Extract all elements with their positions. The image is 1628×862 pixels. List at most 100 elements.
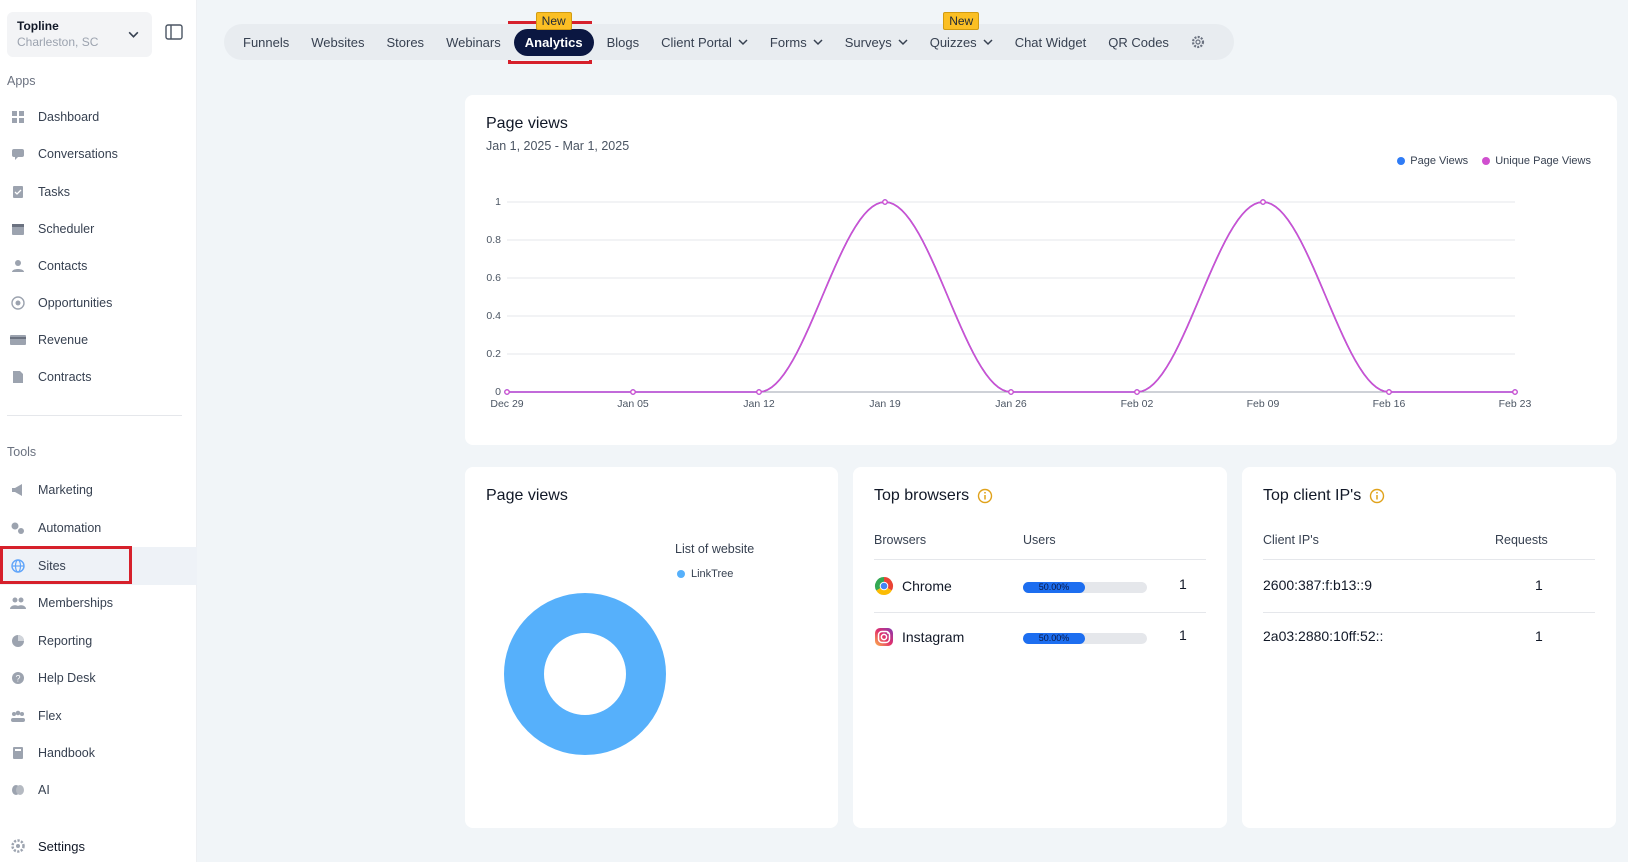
sidebar-divider <box>7 415 182 416</box>
data-point-unique-page-views[interactable] <box>1512 389 1518 395</box>
tab-webinars[interactable]: Webinars <box>446 34 501 50</box>
sidebar-item-marketing[interactable]: Marketing <box>0 471 197 509</box>
browser-name: Instagram <box>874 627 964 647</box>
sidebar-item-flex[interactable]: Flex <box>0 697 197 735</box>
row-divider <box>1263 559 1595 560</box>
sidebar-item-conversations[interactable]: Conversations <box>0 135 197 173</box>
gear-icon <box>1191 35 1205 49</box>
data-point-unique-page-views[interactable] <box>630 389 636 395</box>
data-point-unique-page-views[interactable] <box>1008 389 1014 395</box>
client-ip: 2a03:2880:10ff:52:: <box>1263 628 1384 644</box>
sidebar-item-contacts[interactable]: Contacts <box>0 247 197 285</box>
sidebar-item-reporting[interactable]: Reporting <box>0 622 197 660</box>
sidebar-toggle-icon[interactable] <box>165 24 183 40</box>
donut-legend-item[interactable]: LinkTree <box>677 568 733 580</box>
pie-icon <box>10 633 26 649</box>
tab-blogs[interactable]: Blogs <box>606 34 640 50</box>
new-badge: New <box>943 11 980 30</box>
col-header-browsers: Browsers <box>874 533 927 547</box>
series-line-unique-page-views <box>507 201 1515 393</box>
sidebar-item-label: Scheduler <box>38 222 95 236</box>
sidebar-item-dashboard[interactable]: Dashboard <box>0 98 197 136</box>
globe-icon <box>10 558 26 574</box>
x-tick-label: Jan 05 <box>617 398 649 410</box>
x-tick-label: Jan 26 <box>995 398 1027 410</box>
data-point-unique-page-views[interactable] <box>1260 199 1266 205</box>
sidebar-item-label: Settings <box>38 838 85 854</box>
usage-bar-fill: 50.00% <box>1023 633 1085 644</box>
sidebar-item-label: Contacts <box>38 259 88 273</box>
chevron-down-icon <box>738 39 748 46</box>
sidebar-item-revenue[interactable]: Revenue <box>0 321 197 359</box>
donut-slice-linktree[interactable] <box>504 593 666 755</box>
data-point-unique-page-views[interactable] <box>756 389 762 395</box>
browser-name: Chrome <box>874 576 952 596</box>
tab-qr-codes[interactable]: QR Codes <box>1108 34 1169 50</box>
dashboard-icon <box>10 109 26 125</box>
info-icon[interactable] <box>977 488 993 504</box>
sidebar-item-label: Flex <box>38 709 62 723</box>
sidebar-item-ai[interactable]: AI <box>0 771 197 809</box>
svg-text:?: ? <box>15 674 20 684</box>
document-icon <box>10 369 26 385</box>
data-point-unique-page-views[interactable] <box>1134 389 1140 395</box>
pageviews-donut-card: Page views List of website LinkTree <box>465 467 838 828</box>
info-icon[interactable] <box>1369 488 1385 504</box>
tab-surveys[interactable]: Surveys <box>834 29 919 56</box>
y-tick-label: 1 <box>495 196 501 208</box>
legend-item-unique-page-views[interactable]: Unique Page Views <box>1482 155 1591 167</box>
tab-forms[interactable]: Forms <box>759 29 834 56</box>
tab-stores[interactable]: Stores <box>386 34 425 50</box>
sidebar-item-handbook[interactable]: Handbook <box>0 734 197 772</box>
x-tick-label: Jan 12 <box>743 398 775 410</box>
legend-dot <box>1482 157 1491 166</box>
sidebar-item-memberships[interactable]: Memberships <box>0 584 197 622</box>
y-tick-label: 0 <box>495 386 501 398</box>
tab-funnels[interactable]: Funnels <box>243 34 290 50</box>
data-point-unique-page-views[interactable] <box>1386 389 1392 395</box>
location-city: Charleston, SC <box>17 35 99 49</box>
chart-legend[interactable]: Page Views Unique Page Views <box>1397 155 1591 167</box>
chevron-down-icon <box>128 31 139 38</box>
chrome-icon <box>874 577 894 596</box>
x-tick-label: Feb 23 <box>1499 398 1532 410</box>
tab-quizzes[interactable]: New Quizzes <box>919 11 1004 56</box>
sidebar-item-contracts[interactable]: Contracts <box>0 358 197 396</box>
y-tick-label: 0.2 <box>486 348 501 360</box>
sidebar-item-label: Marketing <box>38 483 93 497</box>
row-divider <box>874 559 1206 560</box>
sidebar-item-tasks[interactable]: Tasks <box>0 173 197 211</box>
sidebar-item-sites[interactable]: Sites <box>0 547 197 585</box>
y-tick-label: 0.8 <box>486 234 501 246</box>
col-header-requests: Requests <box>1495 533 1548 547</box>
request-count: 1 <box>1535 577 1543 593</box>
sidebar-item-scheduler[interactable]: Scheduler <box>0 210 197 248</box>
data-point-unique-page-views[interactable] <box>882 199 888 205</box>
sidebar-item-automation[interactable]: Automation <box>0 509 197 547</box>
location-switcher[interactable]: Topline Charleston, SC <box>7 12 152 57</box>
col-header-client-ips: Client IP's <box>1263 533 1319 547</box>
sidebar-item-opportunities[interactable]: Opportunities <box>0 284 197 322</box>
chevron-down-icon <box>898 39 908 46</box>
nav-settings-button[interactable] <box>1180 29 1216 55</box>
tab-websites[interactable]: Websites <box>311 34 365 50</box>
book-icon <box>10 745 26 761</box>
x-tick-label: Feb 02 <box>1121 398 1154 410</box>
sidebar-item-label: Conversations <box>38 147 118 161</box>
y-tick-label: 0.4 <box>486 310 501 322</box>
sidebar-item-help-desk[interactable]: ? Help Desk <box>0 659 197 697</box>
new-badge: New <box>535 11 572 30</box>
data-point-unique-page-views[interactable] <box>504 389 510 395</box>
tab-chat-widget[interactable]: Chat Widget <box>1014 34 1087 50</box>
usage-bar-fill: 50.00% <box>1023 582 1085 593</box>
sidebar-item-settings[interactable]: Settings <box>0 827 197 862</box>
tab-client-portal[interactable]: Client Portal <box>650 29 759 56</box>
series-line-page-views <box>507 201 1515 393</box>
user-count: 1 <box>1179 627 1187 643</box>
gear-icon <box>10 838 26 854</box>
legend-item-page-views[interactable]: Page Views <box>1397 155 1468 167</box>
client-ip: 2600:387:f:b13::9 <box>1263 577 1372 593</box>
card-title: Page views <box>486 115 568 132</box>
apps-label: Apps <box>7 74 36 88</box>
tab-analytics[interactable]: New Analytics <box>513 11 594 56</box>
